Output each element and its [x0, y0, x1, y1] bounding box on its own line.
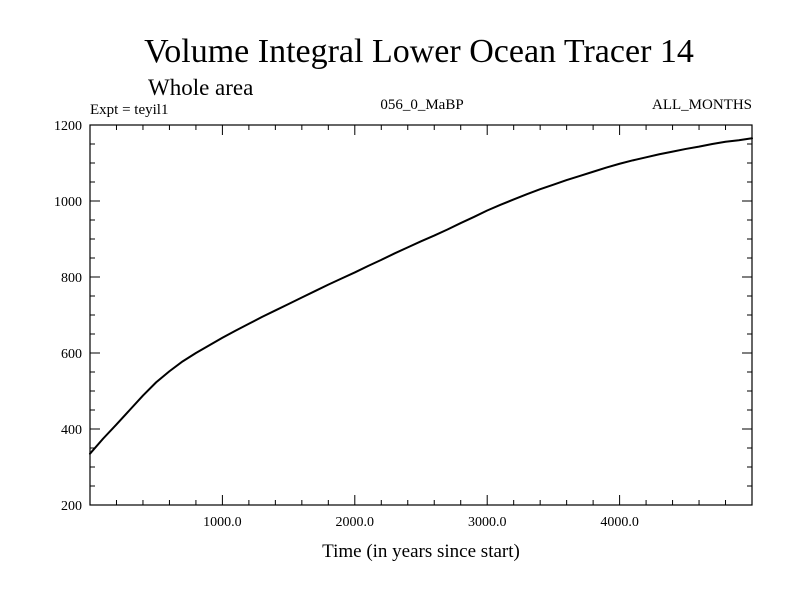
ticks-layer: [90, 125, 752, 505]
y-tick-label: 400: [61, 423, 82, 438]
x-tick-label: 3000.0: [468, 515, 507, 530]
plot-frame: [89, 124, 753, 506]
period-label: 056_0_MaBP: [380, 97, 463, 113]
tick-labels-layer: 1000.0 2000.0 3000.0 4000.0 200 400 600 800 1000…: [54, 119, 639, 530]
x-axis-label: Time (in years since start): [322, 541, 520, 562]
chart-title: Volume Integral Lower Ocean Tracer 14: [144, 33, 694, 70]
y-tick-label: 200: [61, 499, 82, 514]
months-label: ALL_MONTHS: [652, 97, 752, 113]
x-tick-label: 1000.0: [203, 515, 242, 530]
series-line: [89, 137, 753, 455]
y-tick-label: 1200: [54, 119, 82, 134]
chart-subtitle: Whole area: [148, 75, 253, 100]
y-tick-label: 1000: [54, 195, 82, 210]
y-tick-label: 600: [61, 347, 82, 362]
x-tick-label: 4000.0: [600, 515, 639, 530]
experiment-label: Expt = teyil1: [90, 102, 168, 118]
y-tick-label: 800: [61, 271, 82, 286]
x-tick-label: 2000.0: [336, 515, 375, 530]
